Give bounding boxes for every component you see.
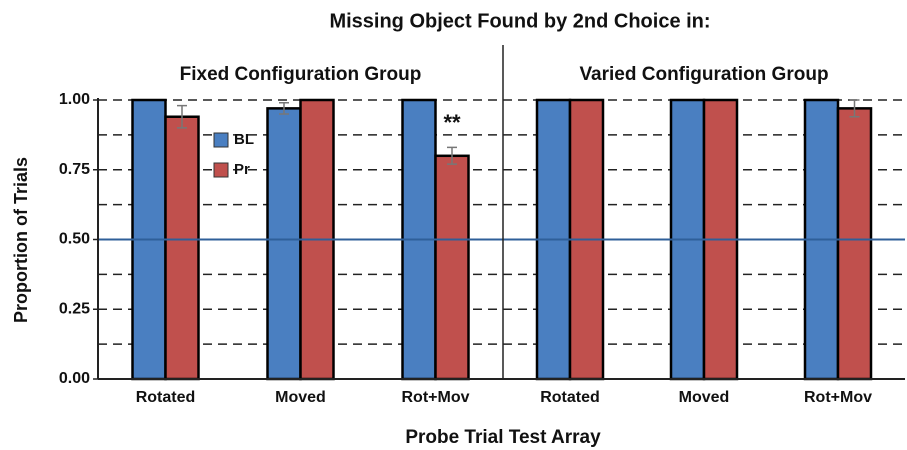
y-tick-label: 0.75 <box>59 161 90 178</box>
y-tick-label: 1.00 <box>59 91 90 108</box>
x-tick-label: Rot+Mov <box>402 389 470 406</box>
legend-swatch <box>213 162 229 178</box>
annotation: ** <box>443 110 461 135</box>
y-tick-label: 0.25 <box>59 300 90 317</box>
y-tick-label: 0.50 <box>59 231 90 248</box>
x-axis-label: Probe Trial Test Array <box>405 427 601 448</box>
error-bar <box>849 99 860 118</box>
legend-label: BL <box>234 131 254 148</box>
y-tick-label: 0.00 <box>59 370 90 387</box>
x-tick-label: Moved <box>275 389 326 406</box>
panel-title: Fixed Configuration Group <box>180 64 422 85</box>
chart-title: Missing Object Found by 2nd Choice in: <box>329 10 710 32</box>
legend-label: Pr <box>234 161 250 178</box>
x-tick-label: Rotated <box>540 389 600 406</box>
bar <box>836 107 873 381</box>
y-axis-label: Proportion of Trials <box>11 157 31 323</box>
x-tick-label: Rot+Mov <box>804 389 872 406</box>
panel-title: Varied Configuration Group <box>579 64 828 85</box>
legend-swatch <box>213 132 229 148</box>
error-bar <box>177 104 187 129</box>
bar <box>164 115 200 381</box>
x-tick-label: Rotated <box>136 389 196 406</box>
bar <box>434 154 470 381</box>
bar <box>266 107 302 381</box>
error-bar <box>279 102 289 115</box>
x-tick-label: Moved <box>679 389 730 406</box>
error-bar <box>447 146 457 165</box>
